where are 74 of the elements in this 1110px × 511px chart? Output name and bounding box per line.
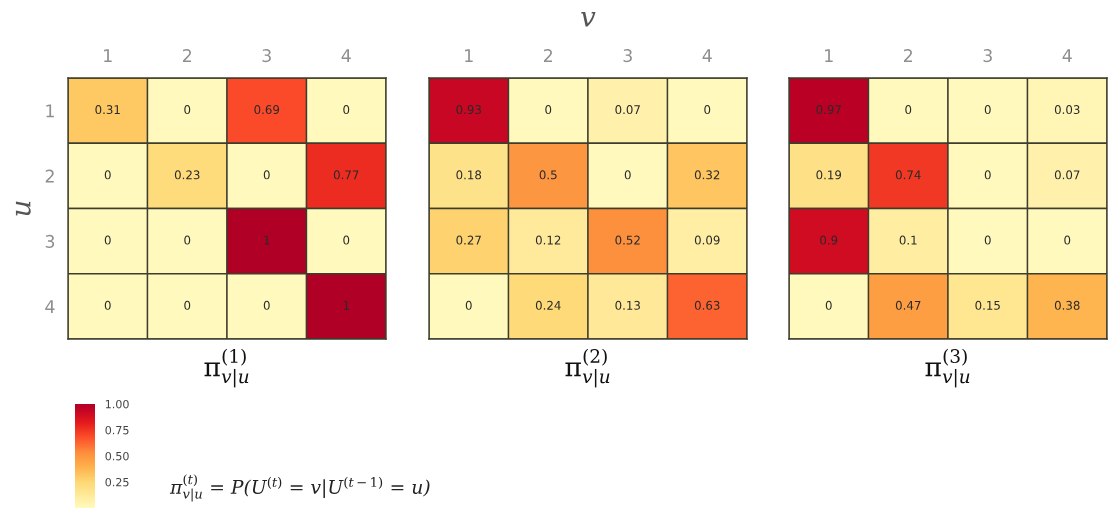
data-label: 0.52 — [615, 235, 640, 245]
data-label: 0 — [825, 300, 832, 310]
y-tick-label: 1 — [46, 104, 54, 118]
data-label: 0 — [104, 235, 111, 245]
data-label: 1 — [264, 235, 270, 245]
data-label: 0.32 — [694, 170, 720, 180]
x-tick-label: 1 — [825, 49, 833, 62]
data-label: 0.24 — [535, 300, 561, 310]
data-label: 0 — [465, 300, 472, 310]
y-tick-label: 3 — [45, 234, 55, 248]
x-tick-label: 1 — [465, 49, 473, 62]
data-label: 0 — [1064, 235, 1071, 245]
data-label: 0 — [343, 105, 350, 115]
data-label: 0 — [104, 300, 111, 310]
data-label: 0.12 — [535, 235, 561, 245]
data-label: 0 — [704, 105, 711, 115]
data-label: 0 — [984, 105, 991, 115]
data-label: 0.15 — [975, 300, 1000, 310]
y-axis-title: u — [15, 201, 31, 216]
y-tick-label: 4 — [45, 300, 55, 313]
x-tick-label: 2 — [904, 49, 913, 62]
text: π$^{(t)}$$_{v|u}$ = P(U$^{(t)}$ = v|U$^{(t−1)}$ = u) — [169, 474, 430, 502]
data-label: 0.19 — [816, 170, 842, 180]
color-bar-label: 0.75 — [105, 425, 129, 435]
x-tick-label: 1 — [104, 49, 112, 62]
data-label: 0 — [984, 235, 991, 245]
data-label: 0 — [184, 235, 191, 245]
data-label: 0.27 — [456, 235, 481, 245]
x-tick-label: 3 — [983, 49, 992, 63]
data-label: 0.77 — [333, 170, 359, 180]
data-label: 0.5 — [539, 170, 557, 180]
x-tick-label: 4 — [341, 49, 351, 62]
text: π$^{(3)}$$_{v|u}$ — [925, 348, 970, 388]
text: π$^{(2)}$$_{v|u}$ — [565, 348, 610, 388]
data-label: 0 — [343, 235, 350, 245]
data-label: 0 — [104, 170, 111, 180]
data-label: 0.69 — [254, 105, 280, 115]
color-bar-label: 0.25 — [105, 477, 129, 487]
data-label: 0.47 — [895, 300, 921, 310]
x-tick-label: 4 — [702, 49, 712, 62]
data-label: 0.63 — [694, 300, 720, 310]
data-label: 0 — [263, 170, 270, 180]
data-label: 0.31 — [95, 105, 120, 115]
x-tick-label: 2 — [183, 49, 192, 62]
data-label: 0.93 — [456, 105, 481, 115]
data-label: 0.9 — [820, 235, 838, 245]
x-tick-label: 2 — [544, 49, 553, 62]
data-label: 0 — [184, 300, 191, 310]
data-label: 0.03 — [1054, 105, 1080, 115]
data-label: 0.09 — [694, 235, 720, 245]
color-bar-label: 1.00 — [105, 399, 129, 409]
data-label: 0.07 — [1054, 170, 1080, 180]
data-label: 0.23 — [174, 170, 200, 180]
x-tick-label: 3 — [262, 49, 271, 63]
color-bar-label: 0.50 — [105, 451, 129, 461]
data-label: 0.13 — [615, 300, 640, 310]
data-label: 0.07 — [615, 105, 640, 115]
y-tick-label: 2 — [45, 169, 54, 183]
x-axis-title: v — [581, 12, 596, 27]
data-label: 0.1 — [899, 235, 917, 245]
data-label: 0.18 — [456, 170, 482, 180]
data-label: 0.97 — [816, 105, 841, 115]
x-tick-label: 4 — [1062, 49, 1072, 62]
text: π$^{(1)}$$_{v|u}$ — [204, 348, 249, 388]
data-label: 0 — [984, 170, 991, 180]
data-label: 1 — [343, 301, 349, 310]
data-label: 0 — [184, 105, 191, 115]
data-label: 0 — [905, 105, 912, 115]
data-label: 0 — [545, 105, 552, 115]
data-label: 0.38 — [1054, 300, 1080, 310]
data-label: 0.74 — [895, 170, 921, 180]
data-label: 0 — [263, 300, 270, 310]
data-label: 0 — [624, 170, 631, 180]
x-tick-label: 3 — [623, 49, 632, 63]
